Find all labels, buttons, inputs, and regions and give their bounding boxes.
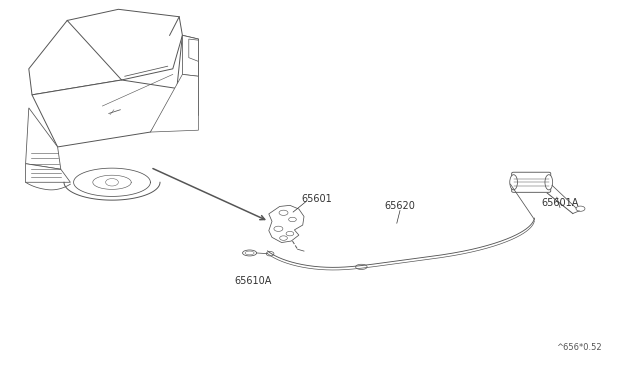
Polygon shape <box>269 205 304 243</box>
Text: ^656*0.52: ^656*0.52 <box>556 343 602 352</box>
Polygon shape <box>26 108 61 169</box>
Text: 65620: 65620 <box>385 202 415 211</box>
Polygon shape <box>189 39 198 61</box>
Polygon shape <box>32 80 182 147</box>
Circle shape <box>106 179 118 186</box>
Text: 65601: 65601 <box>301 194 332 204</box>
Circle shape <box>576 206 585 211</box>
Text: 65610A: 65610A <box>234 276 271 286</box>
Text: 65601A: 65601A <box>541 198 579 208</box>
Ellipse shape <box>510 175 518 190</box>
Circle shape <box>266 251 274 256</box>
Ellipse shape <box>356 264 367 269</box>
Ellipse shape <box>243 250 257 256</box>
Ellipse shape <box>545 175 553 190</box>
Polygon shape <box>173 35 198 126</box>
Polygon shape <box>182 35 198 76</box>
Polygon shape <box>150 74 198 132</box>
Polygon shape <box>26 164 70 182</box>
FancyBboxPatch shape <box>512 172 550 192</box>
Polygon shape <box>29 9 182 95</box>
